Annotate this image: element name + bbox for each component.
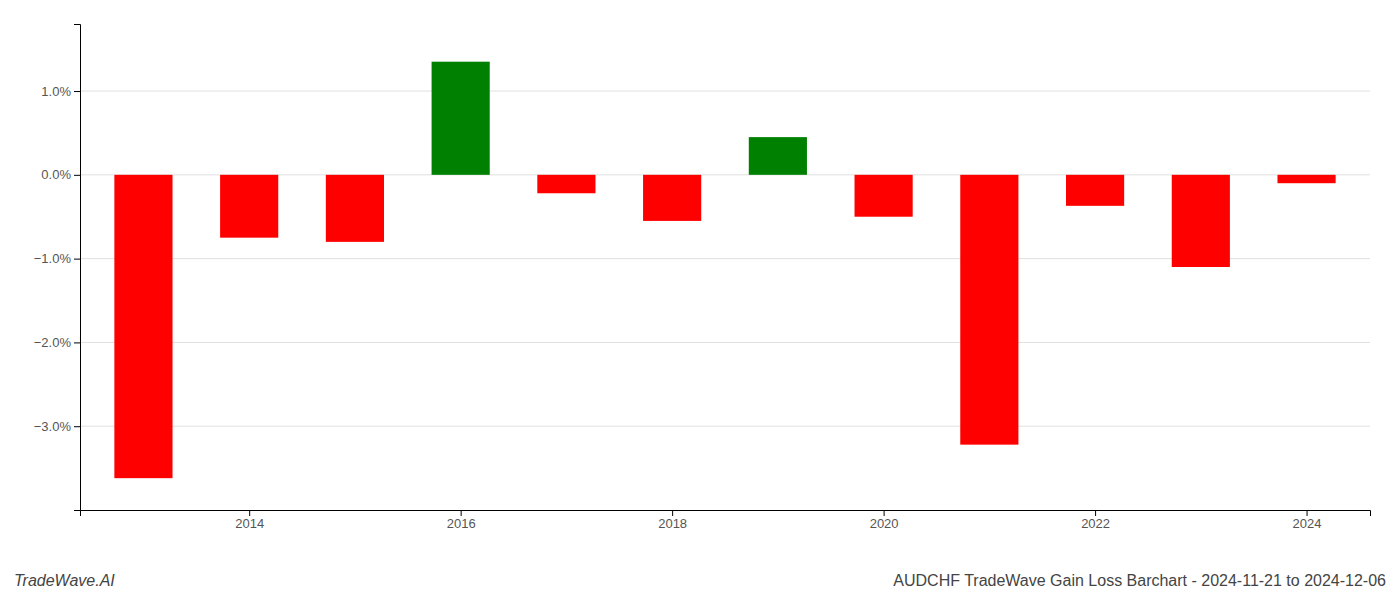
watermark: TradeWave.AI [14,572,115,589]
bar [749,137,807,175]
bar [960,175,1018,445]
tick-mark [249,510,250,516]
grid-line [80,342,1370,343]
tick-mark [74,91,80,92]
bar [643,175,701,221]
tick-mark [461,510,462,516]
tick: 2018 [658,510,687,531]
tick-mark [74,342,80,343]
tick: 2014 [235,510,264,531]
tick-label: 2014 [235,516,264,531]
tick-mark [74,426,80,427]
tick: 0.0% [41,167,80,182]
tick-label: 2018 [658,516,687,531]
chart: −3.0%−2.0%−1.0%0.0%1.0%20142016201820202… [0,0,1400,600]
bar [855,175,913,217]
axis-line [81,511,1371,517]
bar [537,175,595,193]
tick-mark [74,259,80,260]
tick-mark [672,510,673,516]
tick: 1.0% [41,84,80,99]
tick: 2016 [447,510,476,531]
tick-label: 2020 [870,516,899,531]
axis-line [74,25,81,511]
grid-line [80,426,1370,427]
tick-label: 2024 [1293,516,1322,531]
x-axis: 2014 2016 2018 2020 2022 2024 [81,510,1371,531]
tick-label: 2022 [1081,516,1110,531]
title: AUDCHF TradeWave Gain Loss Barchart - 20… [893,572,1386,589]
y-axis: −3.0% −2.0% −1.0% 0.0% 1.0% [34,25,81,511]
bar [114,175,172,478]
tick-label: 1.0% [41,84,71,99]
grid-line [80,91,1370,92]
tick: 2024 [1293,510,1322,531]
bar [1277,175,1335,183]
tick-label: −1.0% [34,251,72,266]
tick-mark [884,510,885,516]
tick-mark [1095,510,1096,516]
plot: −3.0%−2.0%−1.0%0.0%1.0%20142016201820202… [34,25,1371,532]
bar [220,175,278,238]
bar [1172,175,1230,267]
tick-label: 0.0% [41,167,71,182]
tick-mark [74,175,80,176]
tick: −2.0% [34,335,80,350]
tick-mark [1307,510,1308,516]
tick: 2020 [870,510,899,531]
bar [326,175,384,242]
tick-label: 2016 [447,516,476,531]
tick: −1.0% [34,251,80,266]
grid [80,91,1370,426]
tick-label: −3.0% [34,419,72,434]
tick: −3.0% [34,419,80,434]
bars [114,62,1335,478]
bar [1066,175,1124,206]
bar [432,62,490,175]
tick-label: −2.0% [34,335,72,350]
tick: 2022 [1081,510,1110,531]
